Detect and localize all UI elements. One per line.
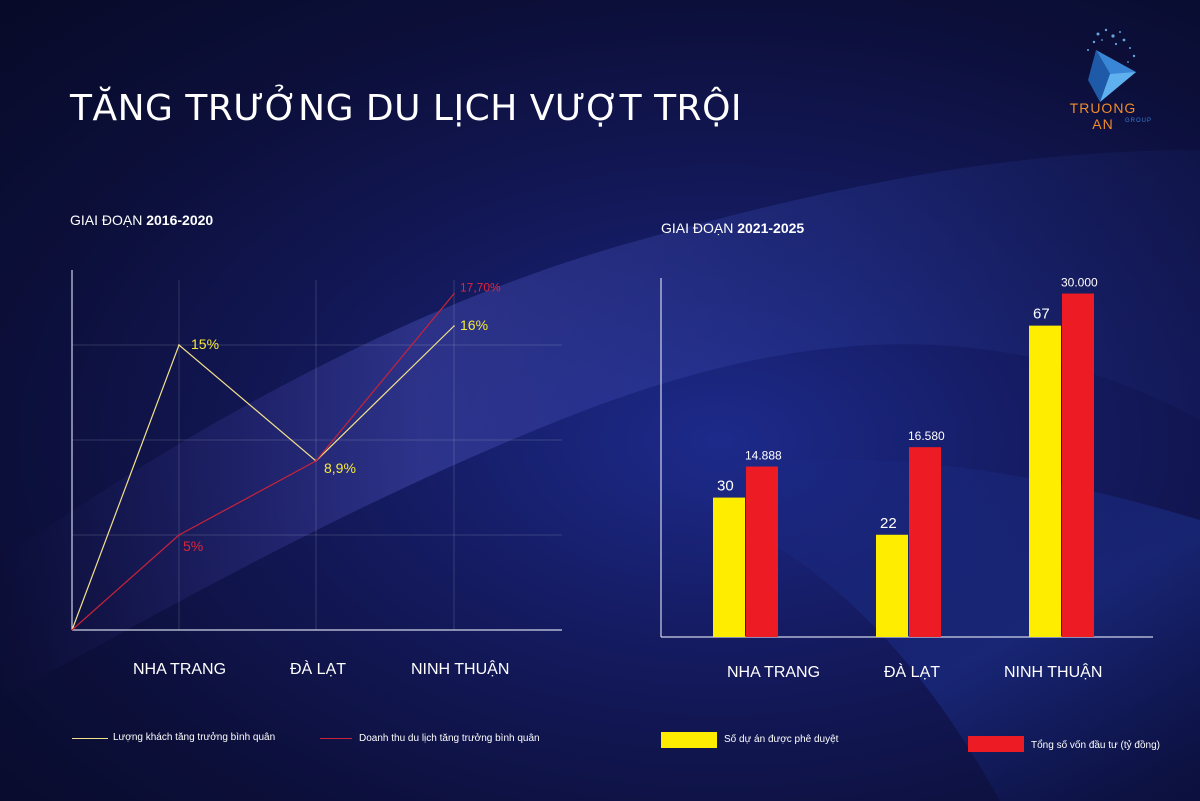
- page-title: TĂNG TRƯỞNG DU LỊCH VƯỢT TRỘI: [70, 88, 743, 129]
- legend-label-revenue: Doanh thu du lịch tăng trưởng bình quân: [359, 733, 540, 744]
- line-category-label: NHA TRANG: [133, 661, 227, 678]
- legend-swatch-visitors: [72, 738, 108, 739]
- bar-projects: [713, 497, 745, 637]
- bar-category-label: NINH THUẬN: [1004, 664, 1103, 681]
- data-label: 5%: [183, 538, 203, 554]
- data-label: 8,9%: [324, 460, 356, 476]
- bar-capital: [746, 466, 778, 637]
- legend-swatch-projects: [661, 732, 717, 748]
- bar-value-label: 16.580: [908, 429, 945, 443]
- data-point: [315, 460, 317, 462]
- legend-label-projects: Số dự án được phê duyệt: [724, 734, 839, 745]
- brand-sub: GROUP: [1125, 118, 1153, 124]
- bar-projects: [1029, 325, 1061, 637]
- bar-value-label: 14.888: [745, 449, 782, 463]
- legend-label-capital: Tổng số vốn đầu tư (tỷ đồng): [1031, 740, 1160, 751]
- legend-swatch-capital: [968, 736, 1024, 752]
- chevron-logo-icon: [1087, 28, 1136, 102]
- data-label: 17,70%: [460, 281, 501, 295]
- data-label: 16%: [460, 317, 488, 333]
- line-category-label: ĐÀ LẠT: [290, 661, 347, 678]
- line-chart-title-prefix: GIAI ĐOẠN: [70, 212, 147, 228]
- bar-category-label: NHA TRANG: [727, 664, 821, 681]
- bar-value-label: 30: [717, 478, 734, 495]
- bar-chart-title-prefix: GIAI ĐOẠN: [661, 220, 738, 236]
- line-chart-title-years: 2016-2020: [146, 212, 214, 228]
- bar-category-label: ĐÀ LẠT: [884, 664, 941, 681]
- bar-chart-title: GIAI ĐOẠN 2021-2025: [661, 220, 804, 236]
- line-category-label: NINH THUẬN: [411, 661, 510, 678]
- data-point: [453, 292, 455, 295]
- bar-value-label: 30.000: [1061, 276, 1098, 290]
- bar-capital: [1062, 293, 1094, 637]
- data-point: [178, 344, 180, 346]
- bar-capital: [909, 447, 941, 637]
- legend-swatch-revenue: [320, 738, 352, 739]
- bar-value-label: 22: [880, 515, 897, 532]
- brand-name: TRUONG AN: [1069, 100, 1137, 132]
- bar-projects: [876, 534, 908, 637]
- data-point: [178, 534, 180, 536]
- series-line-revenue: [71, 293, 455, 631]
- data-label: 15%: [191, 336, 219, 352]
- bar-value-label: 67: [1033, 306, 1050, 323]
- series-line-visitors: [71, 325, 455, 631]
- data-point: [453, 325, 455, 327]
- legend-label-visitors: Lượng khách tăng trưởng bình quân: [113, 732, 276, 743]
- line-chart-title: GIAI ĐOẠN 2016-2020: [70, 212, 213, 228]
- bar-chart-title-years: 2021-2025: [737, 220, 805, 236]
